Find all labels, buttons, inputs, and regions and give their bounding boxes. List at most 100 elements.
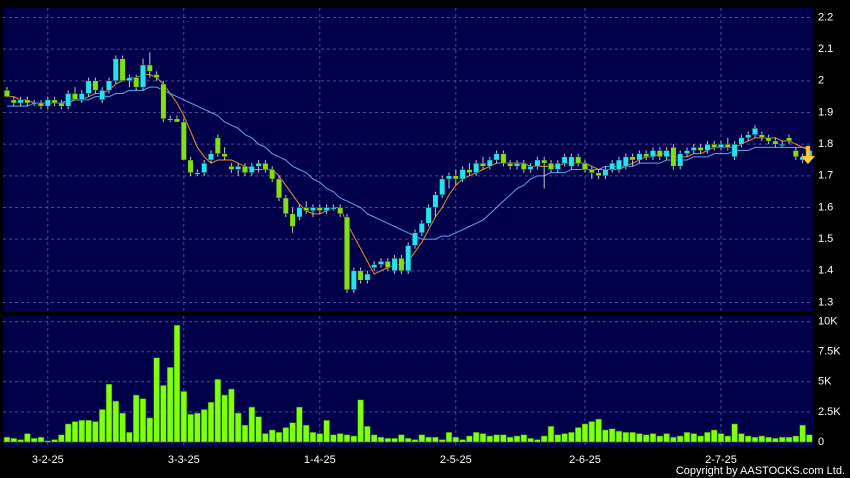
candle-body: [17, 99, 24, 104]
volume-bar: [119, 412, 126, 443]
volume-bar: [595, 418, 602, 443]
volume-bar: [377, 436, 385, 443]
candle-body: [629, 156, 636, 161]
volume-bar: [221, 394, 228, 443]
volume-bar: [296, 406, 303, 443]
volume-bar: [541, 435, 548, 443]
candle-body: [711, 143, 718, 148]
volume-bar: [649, 433, 657, 443]
candle-body: [670, 147, 677, 167]
x-tick-label: 3-3-25: [168, 454, 200, 466]
volume-bar: [214, 379, 221, 443]
volume-bar: [683, 432, 691, 443]
candle-body: [575, 156, 582, 164]
volume-bar: [133, 394, 140, 443]
candle-body: [520, 162, 527, 170]
marker-arrow: [800, 145, 816, 165]
volume-bar: [724, 435, 731, 443]
candle-body: [507, 162, 514, 167]
candle-body: [323, 207, 330, 211]
x-tick-label: 1-4-25: [304, 454, 336, 466]
volume-bar: [629, 432, 636, 443]
y-tick-label: 0: [818, 436, 824, 448]
volume-bar: [493, 434, 500, 443]
y-tick-label: 10K: [818, 316, 838, 328]
volume-bar: [316, 433, 323, 443]
volume-bar: [643, 434, 650, 443]
volume-bar: [479, 433, 487, 443]
x-tick-label: 2-7-25: [705, 454, 737, 466]
x-tick-label: 3-2-25: [32, 454, 64, 466]
volume-bar: [343, 434, 351, 443]
candle-body: [350, 270, 357, 291]
volume-bar: [282, 427, 289, 443]
x-tick-label: 2-6-25: [569, 454, 601, 466]
candle-body: [704, 143, 711, 151]
volume-bar: [112, 400, 119, 443]
candle-body: [364, 273, 371, 281]
candle-body: [4, 90, 10, 97]
volume-bar: [792, 435, 799, 443]
volume-bar: [758, 435, 765, 443]
volume-bar: [772, 438, 779, 443]
copyright: Copyright by AASTOCKS.com Ltd.: [676, 465, 845, 477]
candle-body: [548, 162, 554, 170]
candle-body: [432, 194, 439, 208]
volume-bar: [547, 426, 555, 443]
volume-bar: [17, 439, 24, 443]
candle-body: [439, 178, 446, 196]
volume-bar: [405, 438, 412, 443]
y-tick-label: 2.2: [818, 11, 833, 23]
candle-body: [180, 121, 187, 161]
volume-bar: [452, 436, 459, 443]
candle-body: [146, 64, 153, 72]
candle-body: [289, 213, 296, 227]
volume-bar: [207, 402, 215, 443]
volume-bar: [255, 416, 262, 443]
volume-bar: [581, 423, 589, 443]
y-tick-label: 1.8: [818, 138, 833, 150]
candle-body: [602, 169, 609, 177]
candle-body: [609, 162, 616, 170]
candle-body: [772, 140, 779, 145]
y-tick-label: 2.5K: [818, 406, 841, 418]
volume-bar: [656, 435, 663, 443]
volume-bar: [738, 433, 745, 443]
candle-body: [690, 147, 697, 151]
volume-bar: [10, 438, 17, 443]
volume-bar: [785, 436, 793, 443]
volume-bar: [153, 357, 160, 443]
candle-body: [330, 207, 337, 210]
volume-bar: [371, 434, 378, 443]
volume-bar: [235, 412, 242, 443]
candle-body: [466, 169, 473, 173]
volume-bar: [31, 438, 38, 443]
volume-bar: [262, 433, 269, 443]
candle-body: [493, 153, 500, 161]
candle-body: [636, 153, 643, 161]
candle-body: [622, 156, 629, 167]
candle-body: [310, 207, 316, 211]
volume-bar: [588, 421, 595, 443]
candle-body: [486, 159, 493, 167]
candle-body: [201, 162, 208, 173]
candle-body: [140, 64, 146, 88]
volume-bar: [513, 435, 521, 443]
candle-body: [718, 143, 724, 148]
candle-body: [126, 77, 133, 82]
volume-bar: [139, 398, 147, 443]
volume-bar: [711, 429, 718, 443]
volume-bar: [425, 436, 432, 443]
volume-bar: [350, 435, 357, 443]
candle-body: [133, 77, 140, 88]
volume-bar: [65, 423, 72, 443]
candle-body: [663, 150, 670, 158]
candle-body: [221, 153, 228, 158]
y-tick-label: 7.5K: [818, 346, 841, 358]
candle-body: [425, 207, 432, 224]
volume-bar: [51, 439, 58, 443]
candle-body: [561, 156, 568, 164]
volume-bar: [507, 436, 514, 443]
candle-body: [316, 207, 323, 211]
volume-bar: [384, 438, 391, 443]
